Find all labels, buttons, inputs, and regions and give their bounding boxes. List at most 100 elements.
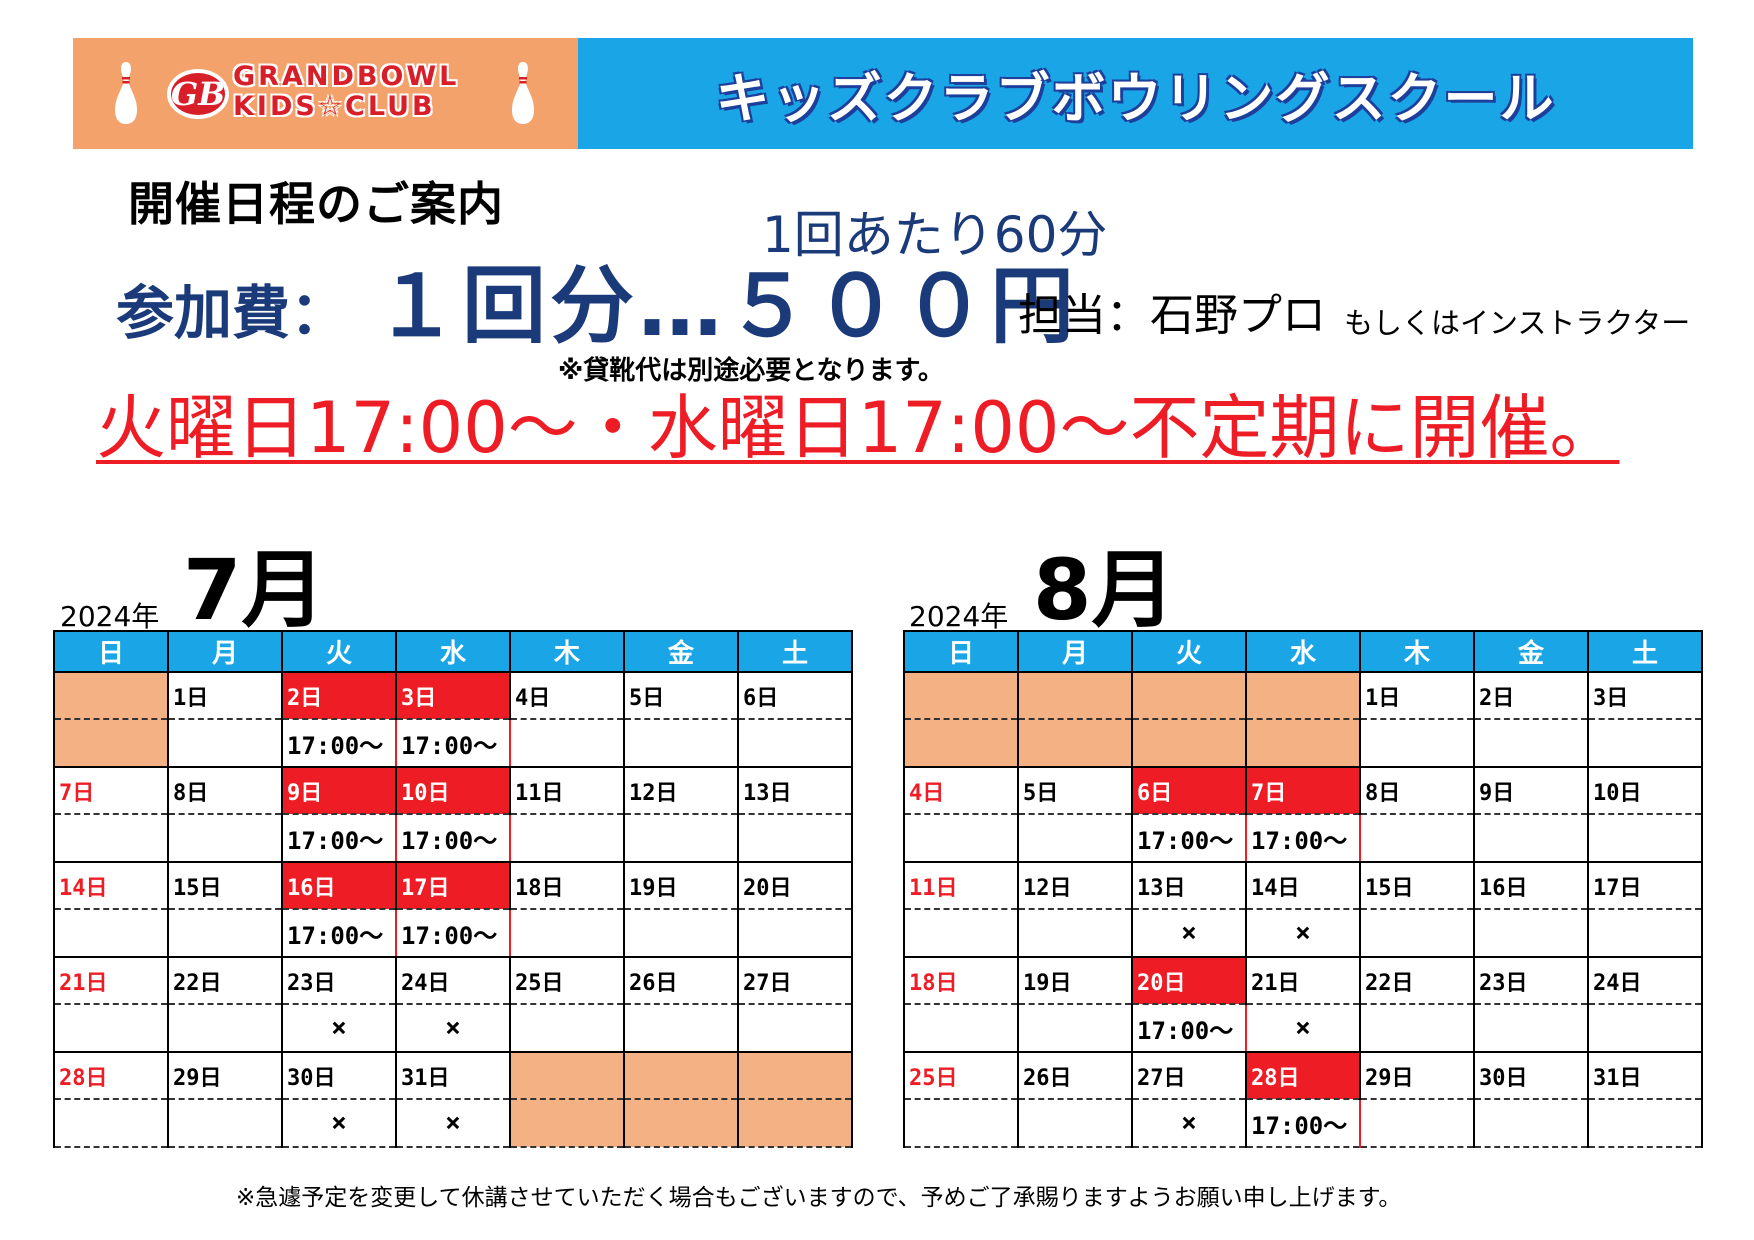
day-note-cell	[53, 909, 169, 958]
day-note-cell	[1473, 1099, 1589, 1148]
weekday-label: 火	[281, 630, 397, 673]
week-time-row: 17:00～ ×	[903, 1004, 1703, 1053]
day-note-cell	[53, 814, 169, 863]
july-calendar: 日月火水木金土 1日 2日 3日 4日 5日 6日 17:00～ 17:00～ 7日 8日 9日 10日…	[53, 630, 853, 1148]
day-note-cell	[1587, 1099, 1703, 1148]
empty-day-cell	[623, 1099, 739, 1148]
session-time: 17:00～	[395, 909, 511, 958]
day-note-cell	[1473, 719, 1589, 768]
day-cell: 22日	[167, 956, 283, 1005]
day-cell: 17日	[1587, 861, 1703, 910]
day-cell: 29日	[1359, 1051, 1475, 1100]
footer-note: ※急遽予定を変更して休講させていただく場合もございますので、予めご了承賜りますよ…	[236, 1185, 1402, 1211]
session-time: 17:00～	[1245, 1099, 1361, 1148]
day-note-cell	[623, 814, 739, 863]
weekday-label: 火	[1131, 630, 1247, 673]
day-cell: 24日	[1587, 956, 1703, 1005]
day-cell: 10日	[395, 766, 511, 815]
day-note-cell	[903, 1004, 1019, 1053]
day-note-cell	[1359, 814, 1475, 863]
day-cell: 9日	[1473, 766, 1589, 815]
weekday-header: 日月火水木金土	[53, 630, 853, 673]
day-cell: 17日	[395, 861, 511, 910]
day-cell: 19日	[1017, 956, 1133, 1005]
august-month: 8月	[1033, 541, 1176, 639]
day-cell: 6日	[737, 671, 853, 720]
session-time: 17:00～	[1131, 814, 1247, 863]
day-note-cell	[737, 814, 853, 863]
week-time-row: 17:00～ 17:00～	[903, 814, 1703, 863]
day-note-cell	[1473, 1004, 1589, 1053]
day-note-cell	[737, 909, 853, 958]
logo-area: GB GRANDBOWL KIDS☆CLUB	[73, 38, 578, 149]
day-cell: 23日	[281, 956, 397, 1005]
day-cell: 27日	[1131, 1051, 1247, 1100]
cancelled-mark: ×	[395, 1099, 511, 1148]
cancelled-mark: ×	[395, 1004, 511, 1053]
day-cell: 20日	[737, 861, 853, 910]
cancelled-mark: ×	[1131, 1099, 1247, 1148]
day-cell: 5日	[623, 671, 739, 720]
week-date-row: 18日 19日 20日 21日 22日 23日 24日	[903, 956, 1703, 1005]
week-time-row: 17:00～ 17:00～	[53, 719, 853, 768]
day-cell: 12日	[623, 766, 739, 815]
cancelled-mark: ×	[1245, 909, 1361, 958]
day-note-cell	[737, 1004, 853, 1053]
day-note-cell	[53, 1004, 169, 1053]
logo-line-2: KIDS☆CLUB	[233, 91, 436, 122]
day-cell: 1日	[167, 671, 283, 720]
session-time: 17:00～	[281, 909, 397, 958]
week-date-row: 11日 12日 13日 14日 15日 16日 17日	[903, 861, 1703, 910]
weekday-label: 土	[737, 630, 853, 673]
day-note-cell	[737, 719, 853, 768]
day-note-cell	[167, 1099, 283, 1148]
day-note-cell	[509, 1004, 625, 1053]
session-time: 17:00～	[395, 814, 511, 863]
day-cell: 31日	[1587, 1051, 1703, 1100]
day-cell: 7日	[53, 766, 169, 815]
day-cell: 19日	[623, 861, 739, 910]
day-cell: 11日	[903, 861, 1019, 910]
day-cell: 13日	[1131, 861, 1247, 910]
session-time: 17:00～	[1245, 814, 1361, 863]
day-cell: 25日	[903, 1051, 1019, 1100]
empty-day-cell	[1017, 719, 1133, 768]
day-cell: 5日	[1017, 766, 1133, 815]
schedule-announcement: 火曜日17:00～・水曜日17:00～不定期に開催。	[96, 387, 1620, 469]
bowling-pin-icon	[512, 62, 534, 124]
day-cell: 9日	[281, 766, 397, 815]
day-cell: 7日	[1245, 766, 1361, 815]
weekday-label: 月	[1017, 630, 1133, 673]
day-note-cell	[509, 814, 625, 863]
day-cell: 30日	[281, 1051, 397, 1100]
page-heading: 開催日程のご案内	[128, 177, 504, 231]
day-note-cell	[1359, 719, 1475, 768]
day-note-cell	[623, 909, 739, 958]
day-cell: 16日	[281, 861, 397, 910]
day-cell: 10日	[1587, 766, 1703, 815]
day-cell: 20日	[1131, 956, 1247, 1005]
august-calendar: 日月火水木金土 1日 2日 3日 4日 5日 6日 7日 8日 9日 10日 17:00～ 17:00～…	[903, 630, 1703, 1148]
day-cell: 23日	[1473, 956, 1589, 1005]
day-cell: 29日	[167, 1051, 283, 1100]
empty-day-cell	[1245, 719, 1361, 768]
week-time-row: 17:00～ 17:00～	[53, 909, 853, 958]
empty-day-cell	[903, 671, 1019, 720]
day-cell: 8日	[167, 766, 283, 815]
bowling-pin-icon	[115, 62, 137, 124]
week-time-row: × ×	[53, 1099, 853, 1148]
week-date-row: 28日 29日 30日 31日	[53, 1051, 853, 1100]
day-note-cell	[53, 1099, 169, 1148]
week-time-row: 17:00～ 17:00～	[53, 814, 853, 863]
week-date-row: 1日 2日 3日 4日 5日 6日	[53, 671, 853, 720]
day-cell: 2日	[1473, 671, 1589, 720]
empty-day-cell	[1017, 671, 1133, 720]
day-cell: 1日	[1359, 671, 1475, 720]
day-note-cell	[1017, 1004, 1133, 1053]
cancelled-mark: ×	[1245, 1004, 1361, 1053]
week-date-row: 4日 5日 6日 7日 8日 9日 10日	[903, 766, 1703, 815]
empty-day-cell	[1131, 719, 1247, 768]
day-note-cell	[1587, 909, 1703, 958]
day-cell: 31日	[395, 1051, 511, 1100]
day-cell: 6日	[1131, 766, 1247, 815]
